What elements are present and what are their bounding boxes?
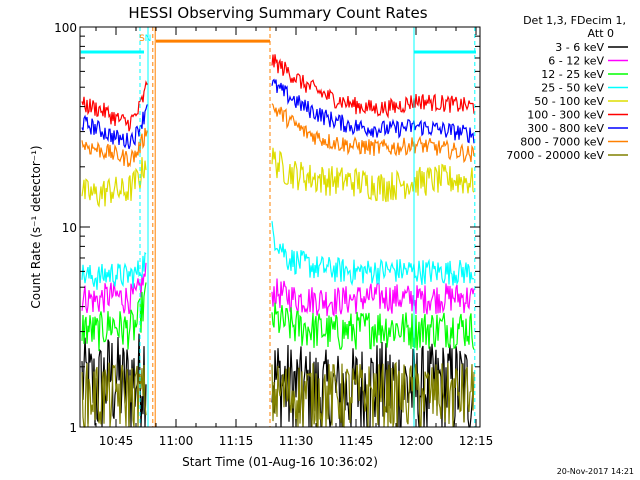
series-line-800-7000-kev-after: [271, 103, 475, 164]
series-line-3-6-kev-before: [81, 333, 147, 428]
x-tick-label-1145: 11:45: [339, 434, 374, 448]
x-tick-label-1100: 11:00: [159, 434, 194, 448]
series-line-3-6-kev-after: [271, 341, 475, 428]
annotation-s: S: [139, 34, 145, 44]
legend-label-12-25-kev: 12 - 25 keV: [541, 68, 604, 81]
x-tick-label-1115: 11:15: [219, 434, 254, 448]
annotation-n: N: [145, 34, 152, 44]
x-tick-label-1200: 12:00: [399, 434, 434, 448]
y-axis-label: Count Rate (s⁻¹ detector⁻¹): [29, 145, 43, 308]
series-line-100-300-kev-after: [271, 54, 475, 119]
x-tick-label-1045: 10:45: [99, 434, 134, 448]
x-tick-label-1215: 12:15: [459, 434, 494, 448]
timestamp: 20-Nov-2017 14:21: [557, 467, 634, 476]
series-line-7000-20000-kev-before: [81, 362, 147, 428]
series-line-6-12-kev-after: [271, 278, 475, 317]
legend-label-6-12-kev: 6 - 12 keV: [548, 55, 604, 68]
series-line-800-7000-kev-before: [81, 127, 149, 168]
x-axis-label: Start Time (01-Aug-16 10:36:02): [182, 455, 378, 469]
series-line-50-100-kev-after: [271, 147, 475, 203]
chart-title: HESSI Observing Summary Count Rates: [128, 4, 427, 22]
x-tick-label-1130: 11:30: [279, 434, 314, 448]
y-tick-label-100: 100: [54, 21, 77, 35]
series-line-25-50-kev-after: [271, 221, 475, 287]
series-line-25-50-kev-before: [81, 251, 147, 290]
legend-label-3-6-kev: 3 - 6 keV: [555, 41, 604, 54]
y-tick-label-10: 10: [62, 221, 77, 235]
legend-header-line-1: Det 1,3, FDecim 1,: [523, 14, 626, 27]
series-line-50-100-kev-before: [81, 157, 147, 208]
legend-label-50-100-kev: 50 - 100 keV: [534, 95, 604, 108]
y-tick-label-1: 1: [69, 421, 77, 435]
series-line-12-25-kev-before: [81, 282, 147, 352]
series-line-12-25-kev-after: [271, 302, 475, 351]
legend-header-line-2: Att 0: [588, 27, 614, 40]
data-layer: [81, 54, 475, 428]
series-line-300-800-kev-after: [271, 78, 475, 144]
legend-label-25-50-kev: 25 - 50 keV: [541, 82, 604, 95]
legend-label-300-800-kev: 300 - 800 keV: [527, 122, 604, 135]
legend-label-7000-20000-kev: 7000 - 20000 keV: [506, 149, 604, 162]
axis-layer: 10:45 11:00 11:15 11:30 11:45 12:00 12:15 1 10 10…: [54, 21, 493, 448]
series-line-300-800-kev-before: [81, 103, 149, 150]
series-line-100-300-kev-before: [81, 80, 149, 132]
legend-label-800-7000-kev: 800 - 7000 keV: [520, 136, 604, 149]
series-line-6-12-kev-before: [81, 262, 147, 315]
legend-label-100-300-kev: 100 - 300 keV: [527, 109, 604, 122]
